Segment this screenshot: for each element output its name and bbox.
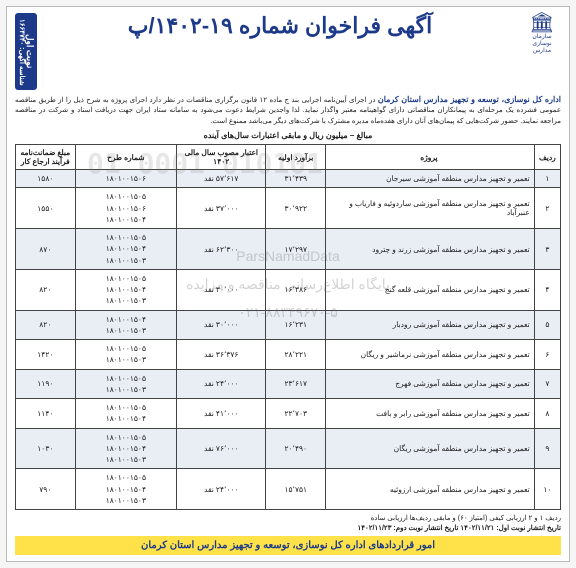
cell-project: تعمیر و تجهیز مدارس منطقه آموزشی نرماشیر… (326, 340, 535, 370)
cell-plan: ۱۸۰۱۰۰۱۵۰۴۱۸۰۱۰۰۱۵۰۳ (75, 310, 176, 340)
publish-label: نوبت اول (25, 17, 35, 86)
cell-project: تعمیر و تجهیز مدارس منطقه آموزشی ارزوئیه (326, 469, 535, 510)
cell-estimate: ۲۲٬۷۰۳ (266, 399, 326, 429)
cell-estimate: ۳۱٬۴۳۹ (266, 170, 326, 188)
cell-estimate: ۱۶٬۳۸۶ (266, 269, 326, 310)
cell-project: تعمیر و تجهیز مدارس منطقه آموزشی فهرج (326, 369, 535, 399)
table-row: ۶تعمیر و تجهیز مدارس منطقه آموزشی نرماشی… (16, 340, 561, 370)
cell-guarantee: ۱۱۹۰ (16, 369, 76, 399)
cell-guarantee: ۱۵۵۰ (16, 188, 76, 229)
cell-estimate: ۱۵٬۷۵۱ (266, 469, 326, 510)
cell-guarantee: ۱۰۳۰ (16, 428, 76, 469)
cell-project: تعمیر و تجهیز مدارس منطقه آموزشی رابر و … (326, 399, 535, 429)
cell-credit: ۲۴٬۰۰۰ نقد (177, 469, 266, 510)
cell-credit: ۷۶٬۰۰۰ نقد (177, 428, 266, 469)
publish-dates: تاریخ انتشار نوبت اول: ۱۴۰۲/۱۱/۲۱ تاریخ … (15, 524, 561, 532)
page-title: آگهی فراخوان شماره ۱۹-۱۴۰۲/پ (37, 13, 523, 39)
cell-guarantee: ۸۲۰ (16, 269, 76, 310)
cell-plan: ۱۸۰۱۰۰۱۵۰۵۱۸۰۱۰۰۱۵۰۴۱۸۰۱۰۰۱۵۰۳ (75, 269, 176, 310)
table-row: ۲تعمیر و تجهیز مدارس منطقه آموزشی ساردوئ… (16, 188, 561, 229)
col-estimate: برآورد اولیه (266, 145, 326, 170)
cell-guarantee: ۱۵۸۰ (16, 170, 76, 188)
cell-project: تعمیر و تجهیز مدارس منطقه آموزشی ساردوئی… (326, 188, 535, 229)
header: 🏛 سازمان نوسازی مدارس آگهی فراخوان شماره… (15, 13, 561, 90)
cell-plan: ۱۸۰۱۰۰۱۵۰۶ (75, 170, 176, 188)
cell-credit: ۳۰٬۰۰۰ نقد (177, 269, 266, 310)
cell-index: ۵ (534, 310, 560, 340)
cell-index: ۳ (534, 229, 560, 270)
cell-guarantee: ۱۱۴۰ (16, 399, 76, 429)
cell-project: تعمیر و تجهیز مدارس منطقه آموزشی زرند و … (326, 229, 535, 270)
cell-estimate: ۲۳٬۶۱۷ (266, 369, 326, 399)
cell-plan: ۱۸۰۱۰۰۱۵۰۵۱۸۰۱۰۰۱۵۰۴۱۸۰۱۰۰۱۵۰۳ (75, 428, 176, 469)
intro-text: اداره کل نوسازی، توسعه و تجهیز مدارس است… (15, 94, 561, 128)
cell-plan: ۱۸۰۱۰۰۱۵۰۵۱۸۰۱۰۰۱۵۰۴۱۸۰۱۰۰۱۵۰۳ (75, 229, 176, 270)
cell-plan: ۱۸۰۱۰۰۱۵۰۵۱۸۰۱۰۰۱۵۰۴۱۸۰۱۰۰۱۵۰۳ (75, 469, 176, 510)
col-credit: اعتبار مصوب سال مالی ۱۴۰۲ (177, 145, 266, 170)
cell-plan: ۱۸۰۱۰۰۱۵۰۵۱۸۰۱۰۰۱۵۰۴ (75, 399, 176, 429)
tender-table: ردیف پروژه برآورد اولیه اعتبار مصوب سال … (15, 144, 561, 510)
cell-guarantee: ۸۲۰ (16, 310, 76, 340)
col-project: پروژه (326, 145, 535, 170)
evaluation-note: ردیف ۱ و ۲ ارزیابی کیفی (امتیاز ۶۰) و ما… (15, 514, 561, 522)
col-guarantee: مبلغ ضمانت‌نامه فرآیند ارجاع کار (16, 145, 76, 170)
cell-index: ۴ (534, 269, 560, 310)
cell-guarantee: ۷۹۰ (16, 469, 76, 510)
logo-subtext: سازمان نوسازی مدارس (523, 33, 561, 54)
cell-index: ۱ (534, 170, 560, 188)
cell-guarantee: ۱۴۲۰ (16, 340, 76, 370)
cell-plan: ۱۸۰۱۰۰۱۵۰۵۱۸۰۱۰۰۱۵۰۳ (75, 369, 176, 399)
cell-project: تعمیر و تجهیز مدارس منطقه آموزشی قلعه گن… (326, 269, 535, 310)
footer-bar: امور قراردادهای اداره کل نوسازی، توسعه و… (15, 536, 561, 555)
table-row: ۱تعمیر و تجهیز مدارس منطقه آموزشی سیرجان… (16, 170, 561, 188)
cell-index: ۶ (534, 340, 560, 370)
cell-index: ۸ (534, 399, 560, 429)
cell-index: ۲ (534, 188, 560, 229)
announcement-page: 010101 0001 01 🏛 سازمان نوسازی مدارس آگه… (6, 6, 570, 562)
cell-credit: ۳۷٬۰۰۰ نقد (177, 188, 266, 229)
cell-index: ۱۰ (534, 469, 560, 510)
subheading: مبالغ – میلیون ریال و مابقی اعتبارات سال… (15, 131, 561, 140)
cell-index: ۷ (534, 369, 560, 399)
table-row: ۴تعمیر و تجهیز مدارس منطقه آموزشی قلعه گ… (16, 269, 561, 310)
col-plan: شماره طرح (75, 145, 176, 170)
logo-icon: 🏛 (523, 13, 561, 33)
publish-id: شناسه آگهی: ۱۶۶۴۷۴۰ (17, 19, 25, 86)
table-row: ۷تعمیر و تجهیز مدارس منطقه آموزشی فهرج۲۳… (16, 369, 561, 399)
table-header-row: ردیف پروژه برآورد اولیه اعتبار مصوب سال … (16, 145, 561, 170)
cell-credit: ۳۰٬۰۰۰ نقد (177, 310, 266, 340)
cell-estimate: ۲۰٬۴۹۰ (266, 428, 326, 469)
col-index: ردیف (534, 145, 560, 170)
cell-guarantee: ۸۷۰ (16, 229, 76, 270)
cell-estimate: ۲۸٬۲۲۱ (266, 340, 326, 370)
cell-credit: ۵۷٬۶۱۷ نقد (177, 170, 266, 188)
cell-plan: ۱۸۰۱۰۰۱۵۰۵۱۸۰۱۰۰۱۵۰۶۱۸۰۱۰۰۱۵۰۴ (75, 188, 176, 229)
cell-project: تعمیر و تجهیز مدارس منطقه آموزشی ریگان (326, 428, 535, 469)
cell-credit: ۴۱٬۰۰۰ نقد (177, 399, 266, 429)
publish-box: نوبت اول شناسه آگهی: ۱۶۶۴۷۴۰ (15, 13, 37, 90)
table-row: ۵تعمیر و تجهیز مدارس منطقه آموزشی رودبار… (16, 310, 561, 340)
cell-estimate: ۱۶٬۲۳۱ (266, 310, 326, 340)
cell-credit: ۳۶٬۳۷۶ نقد (177, 340, 266, 370)
cell-index: ۹ (534, 428, 560, 469)
cell-estimate: ۱۷٬۲۹۷ (266, 229, 326, 270)
table-row: ۸تعمیر و تجهیز مدارس منطقه آموزشی رابر و… (16, 399, 561, 429)
org-logo: 🏛 سازمان نوسازی مدارس (523, 13, 561, 54)
cell-project: تعمیر و تجهیز مدارس منطقه آموزشی سیرجان (326, 170, 535, 188)
cell-estimate: ۳۰٬۹۲۲ (266, 188, 326, 229)
table-row: ۳تعمیر و تجهیز مدارس منطقه آموزشی زرند و… (16, 229, 561, 270)
table-row: ۹تعمیر و تجهیز مدارس منطقه آموزشی ریگان۲… (16, 428, 561, 469)
org-name: اداره کل نوسازی، توسعه و تجهیز مدارس است… (378, 95, 561, 104)
cell-credit: ۲۴٬۰۰۰ نقد (177, 369, 266, 399)
cell-credit: ۶۲٬۳۰۰ نقد (177, 229, 266, 270)
cell-project: تعمیر و تجهیز مدارس منطقه آموزشی رودبار (326, 310, 535, 340)
table-row: ۱۰تعمیر و تجهیز مدارس منطقه آموزشی ارزوئ… (16, 469, 561, 510)
cell-plan: ۱۸۰۱۰۰۱۵۰۵۱۸۰۱۰۰۱۵۰۳ (75, 340, 176, 370)
